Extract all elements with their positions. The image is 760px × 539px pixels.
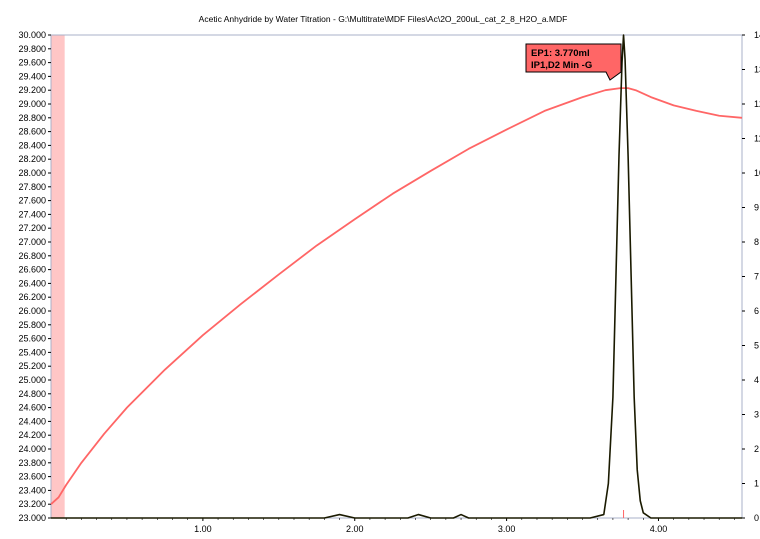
y-right-tick-label: 3 [754,410,759,420]
y-right-tick-label: 8 [754,237,759,247]
y-left-tick-label: 27.600 [18,196,46,206]
y-right-tick-label: 4 [754,375,759,385]
x-tick-label: 3.00 [498,524,516,534]
y-left-tick-label: 28.200 [18,154,46,164]
start-shaded-region [51,35,65,518]
plot-frame [50,34,743,519]
y-left-tick-label: 23.600 [18,472,46,482]
x-tick-label: 2.00 [346,524,364,534]
y-left-tick-label: 23.000 [18,513,46,523]
endpoint-annotation[interactable]: EP1: 3.770ml IP1,D2 Min -G [525,43,622,81]
y-right-tick-label: 6 [754,306,759,316]
y-left-tick-label: 25.000 [18,375,46,385]
y-right-tick-label: 11 [754,134,760,144]
y-right-tick-label: 13 [754,65,760,75]
y-right-tick-label: 9 [754,203,759,213]
y-left-tick-label: 27.800 [18,182,46,192]
y-left-tick-label: 26.800 [18,251,46,261]
y-left-tick-label: 29.400 [18,71,46,81]
y-right-tick-label: 7 [754,272,759,282]
y-left-tick-label: 29.800 [18,44,46,54]
x-tick-label: 1.00 [194,524,212,534]
potential-series-line [50,87,743,505]
y-left-tick-label: 29.200 [18,85,46,95]
y-left-tick-label: 28.400 [18,140,46,150]
y-left-tick-label: 30.000 [18,30,46,40]
y-left-tick-label: 26.200 [18,292,46,302]
y-left-tick-label: 24.400 [18,416,46,426]
shade-layer [51,35,65,518]
y-left-tick-label: 27.000 [18,237,46,247]
y-axis-left: 23.000 23.200 23.400 23.600 23.800 24.000 24.2… [18,30,51,523]
chart-title: Acetic Anhydride by Water Titration - G:… [199,14,568,24]
x-tick-label: 4.00 [650,524,668,534]
y-left-tick-label: 25.600 [18,334,46,344]
y-left-tick-label: 28.600 [18,127,46,137]
y-right-tick-label: 14 [754,30,760,40]
endpoint-label: EP1: 3.770ml [531,48,590,59]
y-left-tick-label: 27.400 [18,209,46,219]
y-left-tick-label: 24.800 [18,389,46,399]
y-left-tick-label: 25.400 [18,347,46,357]
y-left-tick-label: 23.200 [18,499,46,509]
y-right-tick-label: 12 [754,99,760,109]
series-layer [50,34,743,519]
y-left-tick-label: 29.600 [18,58,46,68]
derivative-series-line [51,34,742,519]
y-right-tick-label: 10 [754,168,760,178]
y-left-tick-label: 26.600 [18,265,46,275]
x-axis: 1.00 2.00 3.00 4.00 [65,518,735,534]
y-left-tick-label: 24.600 [18,403,46,413]
y-right-tick-label: 2 [754,444,759,454]
y-axis-right: 01234567891011121314 [742,30,760,523]
y-left-tick-label: 25.800 [18,320,46,330]
y-right-tick-label: 0 [754,513,759,523]
y-left-tick-label: 23.400 [18,485,46,495]
y-left-tick-label: 27.200 [18,223,46,233]
y-left-tick-label: 28.000 [18,168,46,178]
y-left-tick-label: 24.200 [18,430,46,440]
y-right-tick-label: 5 [754,341,759,351]
y-right-tick-label: 1 [754,479,759,489]
y-left-tick-label: 26.000 [18,306,46,316]
y-left-tick-label: 28.800 [18,113,46,123]
y-left-tick-label: 25.200 [18,361,46,371]
y-left-tick-label: 26.400 [18,278,46,288]
y-left-tick-label: 24.000 [18,444,46,454]
endpoint-method-label: IP1,D2 Min -G [531,60,592,71]
y-left-tick-label: 23.800 [18,458,46,468]
y-left-tick-label: 29.000 [18,99,46,109]
endpoint-callout-box [525,43,622,81]
